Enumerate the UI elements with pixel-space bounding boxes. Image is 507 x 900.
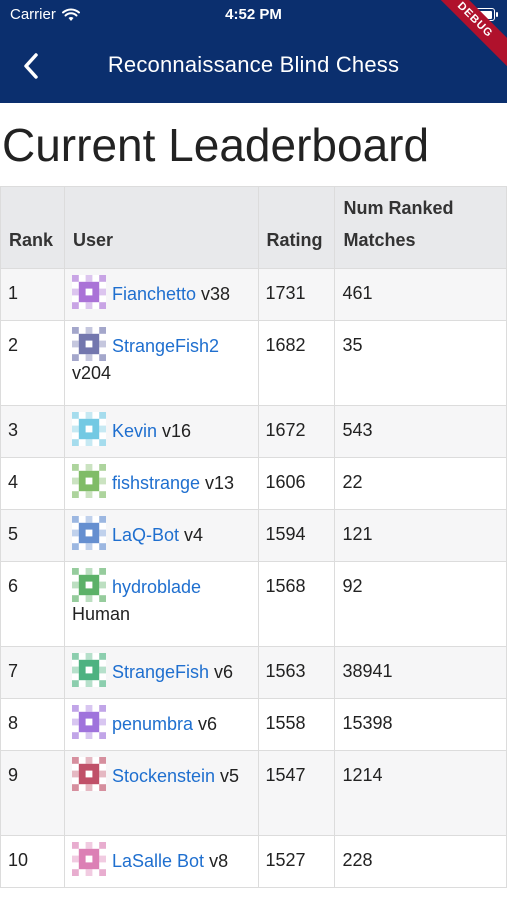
cell-user: Stockenstein v5 [63, 750, 259, 836]
strangefish-identicon [71, 653, 106, 687]
table-row: 1 Fianchetto v38 1731 461 [0, 268, 507, 321]
cell-rank: 9 [0, 750, 65, 836]
user-version: v6 [214, 661, 234, 682]
table-row: 4 fishstrange v13 1606 22 [0, 457, 507, 510]
table-header-row: Rank User Rating Num Ranked Matches [0, 186, 507, 269]
cell-matches: 543 [334, 405, 507, 458]
user-version: v204 [71, 363, 112, 383]
cell-rating: 1606 [257, 457, 336, 510]
user-version: Human [71, 604, 130, 624]
cell-rating: 1594 [257, 509, 336, 562]
page-title: Current Leaderboard [2, 119, 430, 171]
laq-bot-identicon [71, 516, 106, 550]
user-version: v16 [162, 420, 192, 441]
user-link[interactable]: Kevin [111, 420, 157, 441]
cell-matches: 121 [334, 509, 507, 562]
user-link[interactable]: hydroblade [111, 576, 202, 597]
cell-rating: 1558 [257, 698, 336, 751]
cell-rank: 4 [0, 457, 65, 510]
wifi-icon [61, 8, 80, 21]
cell-user: hydroblade Human [63, 561, 259, 647]
user-link[interactable]: Fianchetto [111, 283, 197, 304]
user-link[interactable]: StrangeFish [111, 661, 210, 682]
cell-user: LaQ-Bot v4 [63, 509, 259, 562]
header-matches-line1: Num Ranked [343, 198, 454, 218]
header-user: User [63, 186, 259, 269]
back-button[interactable] [14, 48, 48, 84]
user-version: v38 [201, 283, 231, 304]
user-version: v4 [184, 524, 204, 545]
app-title: Reconnaissance Blind Chess [107, 52, 400, 77]
carrier-label: Carrier [10, 6, 56, 23]
table-row: 3 Kevin v16 1672 543 [0, 405, 507, 458]
user-link[interactable]: StrangeFish2 [111, 335, 220, 356]
cell-rank: 1 [0, 268, 65, 321]
user-version: v13 [205, 472, 235, 493]
cell-user: penumbra v6 [63, 698, 259, 751]
cell-rank: 5 [0, 509, 65, 562]
user-link[interactable]: Stockenstein [111, 765, 216, 786]
cell-user: StrangeFish2 v204 [63, 320, 259, 406]
user-link[interactable]: fishstrange [111, 472, 201, 493]
cell-rank: 3 [0, 405, 65, 458]
cell-matches: 15398 [334, 698, 507, 751]
app-bar: Carrier 4:52 PM Reconnaissance Blind Che… [0, 0, 507, 103]
header-rating: Rating [257, 186, 336, 269]
header-num-ranked-matches: Num Ranked Matches [334, 186, 507, 269]
header-matches-line2: Matches [343, 230, 416, 250]
user-version: v8 [209, 850, 229, 871]
cell-user: Kevin v16 [63, 405, 259, 458]
cell-rating: 1563 [257, 646, 336, 699]
cell-matches: 1214 [334, 750, 507, 836]
table-row: 2 StrangeFish2 v204 1682 35 [0, 320, 507, 406]
strangefish2-identicon [71, 327, 106, 361]
user-version: v5 [220, 765, 240, 786]
table-row: 5 LaQ-Bot v4 1594 121 [0, 509, 507, 562]
table-row: 9 Stockenstein v5 1547 1214 [0, 750, 507, 836]
lasalle-bot-identicon [71, 842, 106, 876]
cell-rank: 10 [0, 835, 65, 888]
stockenstein-identicon [71, 757, 106, 791]
user-link[interactable]: LaQ-Bot [111, 524, 180, 545]
cell-rating: 1731 [257, 268, 336, 321]
cell-rank: 8 [0, 698, 65, 751]
cell-rank: 7 [0, 646, 65, 699]
status-time: 4:52 PM [225, 6, 282, 23]
table-row: 8 penumbra v6 1558 15398 [0, 698, 507, 751]
penumbra-identicon [71, 705, 106, 739]
user-version: v6 [198, 713, 218, 734]
hydroblade-identicon [71, 568, 106, 602]
cell-rating: 1547 [257, 750, 336, 836]
cell-matches: 228 [334, 835, 507, 888]
cell-user: fishstrange v13 [63, 457, 259, 510]
cell-matches: 92 [334, 561, 507, 647]
cell-matches: 22 [334, 457, 507, 510]
cell-matches: 35 [334, 320, 507, 406]
cell-matches: 461 [334, 268, 507, 321]
user-link[interactable]: penumbra [111, 713, 194, 734]
cell-user: Fianchetto v38 [63, 268, 259, 321]
cell-matches: 38941 [334, 646, 507, 699]
leaderboard-table: Rank User Rating Num Ranked Matches 1 Fia… [0, 186, 507, 888]
user-link[interactable]: LaSalle Bot [111, 850, 205, 871]
cell-rating: 1568 [257, 561, 336, 647]
header-rank: Rank [0, 186, 65, 269]
cell-rating: 1682 [257, 320, 336, 406]
carrier-indicator: Carrier [10, 6, 80, 23]
cell-user: StrangeFish v6 [63, 646, 259, 699]
cell-rank: 2 [0, 320, 65, 406]
table-row: 7 StrangeFish v6 1563 38941 [0, 646, 507, 699]
fishstrange-identicon [71, 464, 106, 498]
cell-user: LaSalle Bot v8 [63, 835, 259, 888]
cell-rating: 1527 [257, 835, 336, 888]
table-row: 10 LaSalle Bot v8 1527 228 [0, 835, 507, 888]
status-bar: Carrier 4:52 PM [0, 0, 507, 32]
table-row: 6 hydroblade Human 1568 92 [0, 561, 507, 647]
cell-rating: 1672 [257, 405, 336, 458]
fianchetto-identicon [71, 275, 106, 309]
kevin-identicon [71, 412, 106, 446]
chevron-left-icon [24, 53, 38, 79]
cell-rank: 6 [0, 561, 65, 647]
